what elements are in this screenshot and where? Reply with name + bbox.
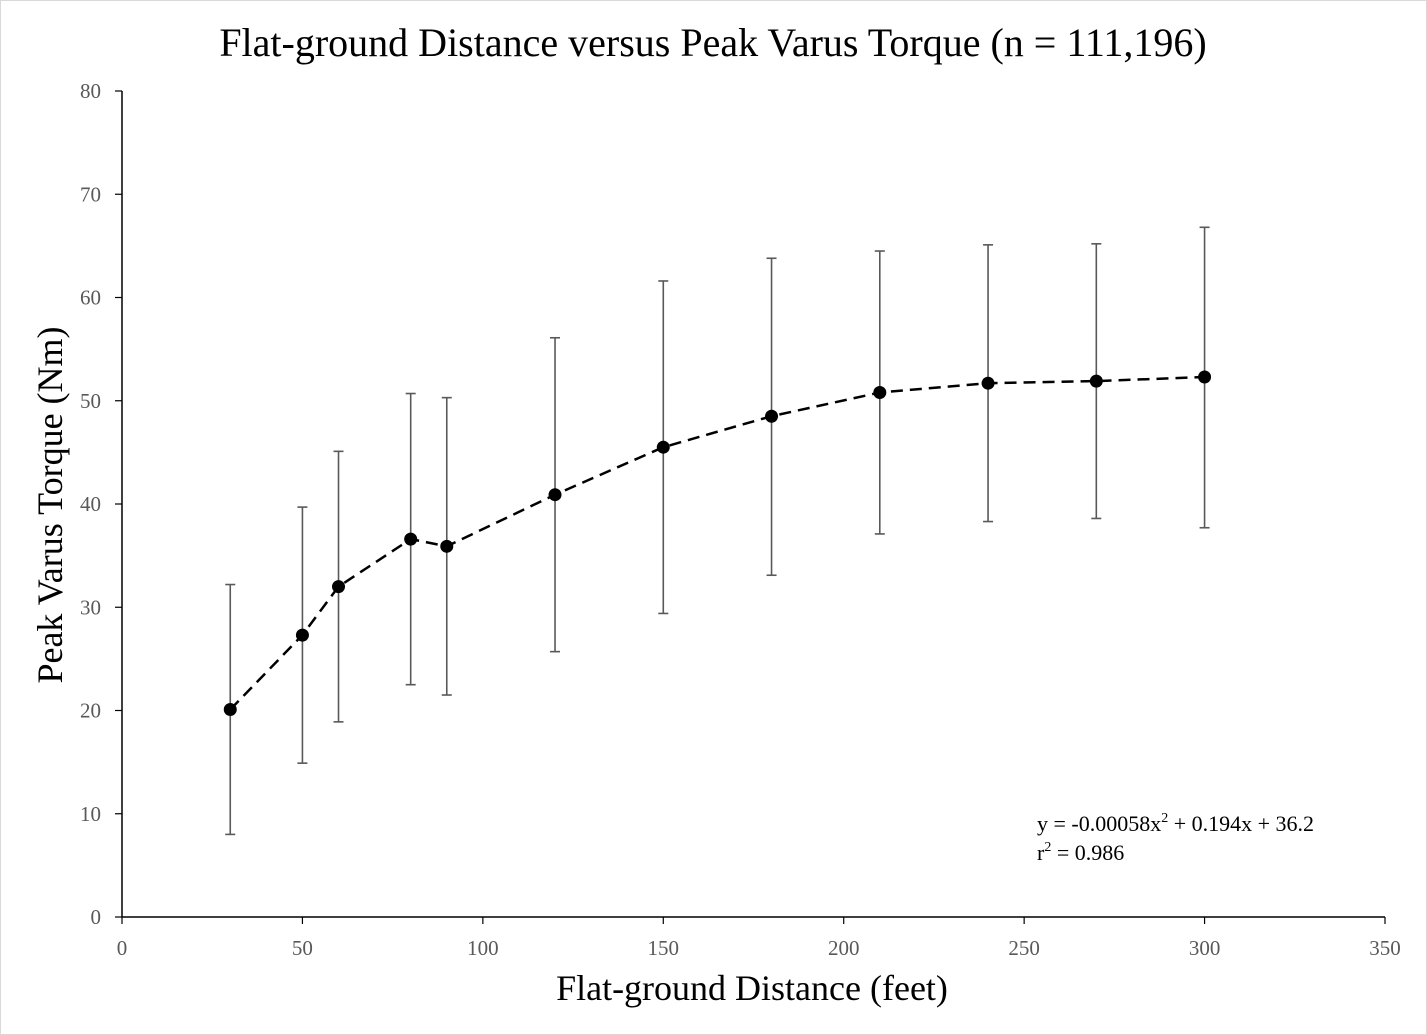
y-tick-label: 30	[80, 595, 101, 619]
x-tick-label: 200	[828, 936, 860, 960]
y-tick-label: 50	[80, 389, 101, 413]
y-tick-label: 40	[80, 492, 101, 516]
r2-suffix: = 0.986	[1051, 840, 1124, 865]
x-tick-label: 0	[117, 936, 128, 960]
x-tick-label: 50	[292, 936, 313, 960]
data-point	[1198, 370, 1212, 384]
y-tick-label: 0	[91, 905, 102, 929]
data-point	[223, 702, 237, 716]
x-tick-label: 300	[1189, 936, 1221, 960]
y-tick-label: 60	[80, 286, 101, 310]
data-point	[765, 409, 779, 423]
y-tick-label: 20	[80, 699, 101, 723]
data-point	[873, 385, 887, 399]
x-tick-label: 250	[1008, 936, 1040, 960]
x-axis-ticks: 0 50 100 150 200 250 300 350	[117, 917, 1401, 960]
data-point	[332, 580, 346, 594]
data-point	[440, 539, 454, 553]
y-tick-label: 70	[80, 182, 101, 206]
x-axis-title: Flat-ground Distance (feet)	[556, 968, 948, 1008]
axes	[121, 91, 1385, 918]
equation-prefix: y = -0.00058x	[1037, 811, 1161, 836]
equation-exponent: 2	[1161, 811, 1168, 826]
data-markers	[223, 370, 1212, 716]
y-tick-label: 80	[80, 79, 101, 103]
data-point	[404, 532, 418, 546]
y-axis-title: Peak Varus Torque (Nm)	[30, 326, 70, 683]
r2-exponent: 2	[1044, 840, 1051, 855]
r2-prefix: r	[1037, 840, 1045, 865]
y-axis-ticks: 0 10 20 30 40 50 60 70 80	[80, 79, 122, 929]
data-point	[548, 488, 562, 502]
data-point	[295, 628, 309, 642]
equation-suffix: + 0.194x + 36.2	[1168, 811, 1314, 836]
chart-title: Flat-ground Distance versus Peak Varus T…	[219, 20, 1206, 65]
r-squared: r2 = 0.986	[1037, 840, 1124, 865]
data-point	[1089, 374, 1103, 388]
regression-equation: y = -0.00058x2 + 0.194x + 36.2	[1037, 811, 1314, 836]
data-point	[981, 376, 995, 390]
x-tick-label: 100	[467, 936, 499, 960]
x-tick-label: 350	[1369, 936, 1401, 960]
x-tick-label: 150	[648, 936, 680, 960]
y-tick-label: 10	[80, 802, 101, 826]
error-bars	[225, 226, 1210, 836]
series-line-group	[229, 375, 1205, 711]
data-point	[656, 440, 670, 454]
series-line	[229, 375, 1205, 711]
